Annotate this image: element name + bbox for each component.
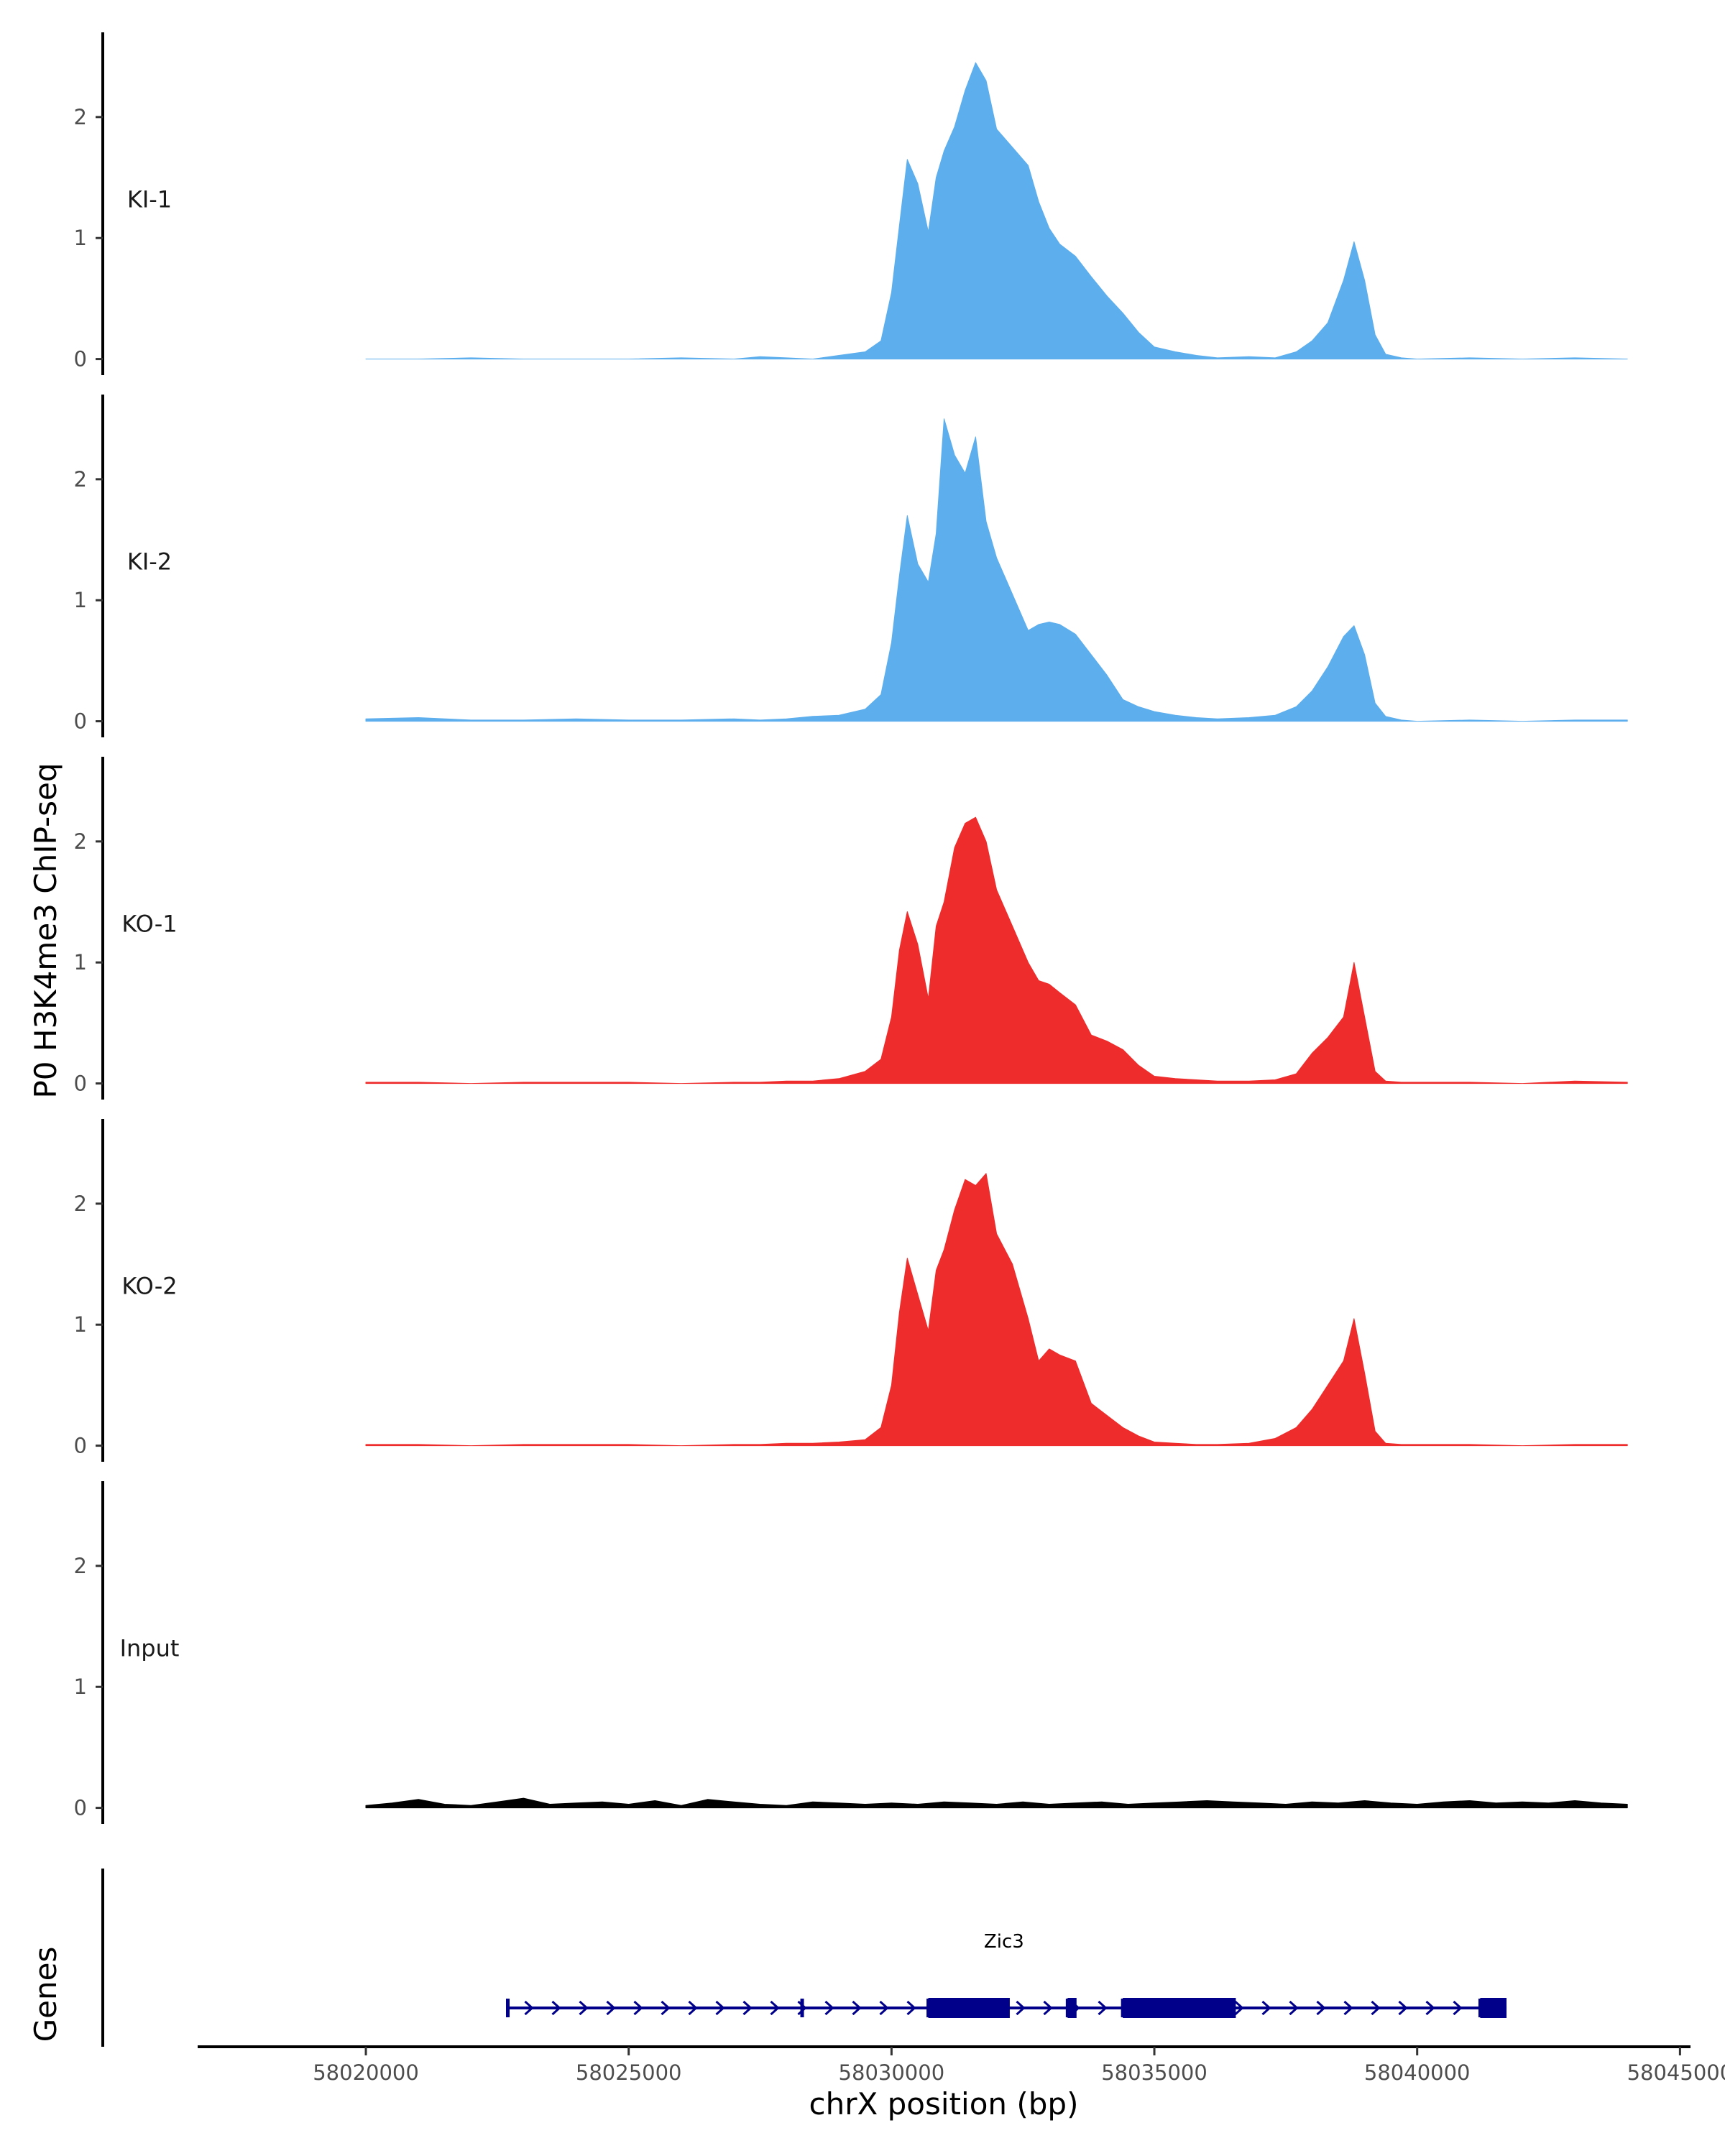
y-tick-label: 2 — [74, 105, 87, 129]
y-tick-label: 0 — [74, 1434, 87, 1458]
y-axis-title: P0 H3K4me3 ChIP-seq — [28, 763, 63, 1098]
coding-exon — [1123, 1998, 1236, 2018]
coding-exon — [1067, 1998, 1077, 2018]
strand-arrow — [1453, 2000, 1463, 2016]
track-label: KO-1 — [121, 911, 177, 938]
track-ki-1: 0 1 2 KI-1 — [74, 32, 1628, 375]
strand-arrow — [551, 2000, 561, 2016]
strand-arrow — [579, 2000, 589, 2016]
strand-arrow — [1098, 2000, 1108, 2016]
series-area-ko-1 — [365, 816, 1628, 1084]
y-tick-label: 1 — [74, 588, 87, 612]
strand-arrow — [1289, 2000, 1299, 2016]
track-label: KI-2 — [127, 548, 172, 576]
gene-zic3: Zic3 — [505, 1931, 1507, 2018]
signal-tracks: 0 1 2 KI-1 0 1 2 KI-2 0 1 2 KO-1 0 1 2 KO-2 0 1 2 Input — [74, 32, 1628, 1824]
x-tick-label: 58020000 — [313, 2060, 419, 2085]
strand-arrow — [715, 2000, 725, 2016]
genes-panel-title: Genes — [28, 1947, 63, 2042]
strand-arrow — [1425, 2000, 1435, 2016]
x-tick-label: 58040000 — [1364, 2060, 1471, 2085]
y-tick-label: 1 — [74, 950, 87, 975]
track-input: 0 1 2 Input — [74, 1481, 1628, 1824]
y-tick-label: 0 — [74, 347, 87, 372]
x-axis: 58020000 58025000 58030000 58035000 58040000… — [198, 2045, 1725, 2085]
strand-arrow — [824, 2000, 834, 2016]
x-axis-title: chrX position (bp) — [809, 2086, 1079, 2122]
y-tick-label: 2 — [74, 1554, 87, 1578]
strand-arrow — [1016, 2000, 1026, 2016]
y-tick-label: 2 — [74, 1192, 87, 1216]
strand-arrow — [661, 2000, 671, 2016]
coding-exon — [928, 1998, 1010, 2018]
strand-arrow — [742, 2000, 753, 2016]
track-ko-1: 0 1 2 KO-1 — [74, 757, 1628, 1100]
strand-arrow — [879, 2000, 889, 2016]
series-area-ki-1 — [365, 62, 1628, 360]
x-tick-label: 58035000 — [1101, 2060, 1208, 2085]
series-area-ki-2 — [365, 418, 1628, 722]
series-area-ko-2 — [365, 1173, 1628, 1447]
strand-arrow — [1234, 2000, 1244, 2016]
strand-arrow — [633, 2000, 643, 2016]
strand-arrow — [524, 2000, 534, 2016]
strand-arrow — [1343, 2000, 1353, 2016]
strand-arrow — [1261, 2000, 1271, 2016]
track-label: Input — [120, 1635, 180, 1662]
strand-arrow — [1316, 2000, 1326, 2016]
strand-arrow — [688, 2000, 698, 2016]
strand-arrow — [606, 2000, 616, 2016]
x-tick-label: 58030000 — [839, 2060, 945, 2085]
track-label: KI-1 — [127, 186, 172, 213]
x-tick-label: 58045000 — [1627, 2060, 1725, 2085]
strand-arrow — [1371, 2000, 1381, 2016]
track-label: KO-2 — [121, 1273, 177, 1300]
y-tick-label: 0 — [74, 709, 87, 734]
y-tick-label: 2 — [74, 467, 87, 492]
series-area-input — [365, 1797, 1628, 1809]
strand-arrow — [1398, 2000, 1408, 2016]
x-tick-label: 58025000 — [576, 2060, 682, 2085]
y-tick-label: 1 — [74, 1674, 87, 1699]
y-tick-label: 2 — [74, 829, 87, 854]
gene-label: Zic3 — [984, 1931, 1024, 1953]
coding-exon — [1480, 1998, 1507, 2018]
gene-annotation-panel: Zic3 — [101, 1869, 1507, 2047]
y-tick-label: 1 — [74, 1312, 87, 1337]
strand-arrow — [1043, 2000, 1053, 2016]
track-ki-2: 0 1 2 KI-2 — [74, 395, 1628, 737]
y-tick-label: 0 — [74, 1796, 87, 1820]
track-ko-2: 0 1 2 KO-2 — [74, 1119, 1628, 1462]
strand-arrow — [906, 2000, 916, 2016]
strand-arrow — [770, 2000, 780, 2016]
y-tick-label: 0 — [74, 1072, 87, 1096]
strand-arrow — [852, 2000, 862, 2016]
y-tick-label: 1 — [74, 226, 87, 250]
